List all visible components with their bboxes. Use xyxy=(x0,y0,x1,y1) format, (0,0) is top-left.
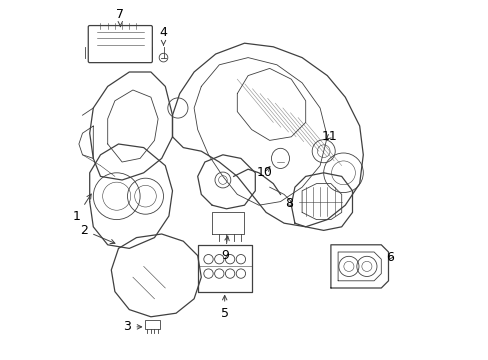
Text: 8: 8 xyxy=(285,197,293,210)
Text: 5: 5 xyxy=(220,296,228,320)
Text: 10: 10 xyxy=(256,166,272,179)
Circle shape xyxy=(159,53,167,62)
Text: 7: 7 xyxy=(116,8,124,27)
Text: 11: 11 xyxy=(321,130,336,143)
Text: 3: 3 xyxy=(123,320,142,333)
Text: 2: 2 xyxy=(80,224,115,244)
Text: 1: 1 xyxy=(73,194,91,222)
Text: 6: 6 xyxy=(386,251,393,264)
Text: 9: 9 xyxy=(220,236,229,262)
Text: 4: 4 xyxy=(159,26,167,45)
